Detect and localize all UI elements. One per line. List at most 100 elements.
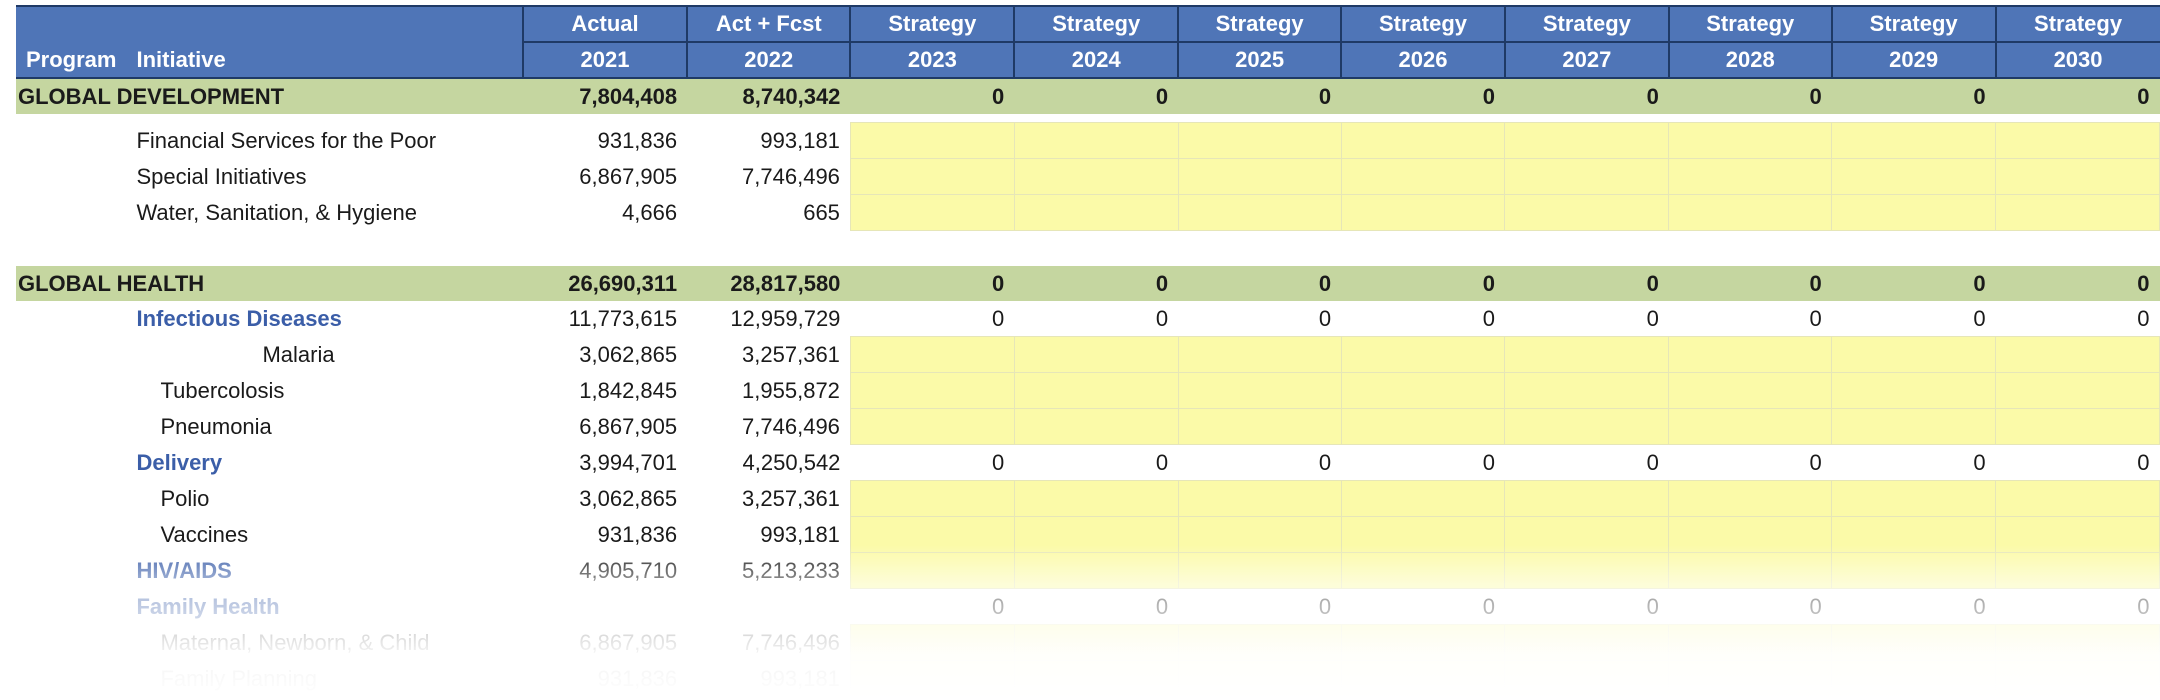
fcst-cell[interactable]: 3,257,361 — [742, 486, 840, 511]
strategy-cell[interactable]: 0 — [1831, 266, 1996, 301]
col-header-year[interactable]: 2028 — [1668, 41, 1833, 79]
input-cell[interactable] — [1668, 336, 1833, 373]
col-header-year[interactable]: 2021 — [522, 41, 689, 79]
input-cell[interactable] — [1995, 122, 2160, 159]
col-header-strategy-label[interactable]: Strategy — [1995, 5, 2160, 43]
col-header-year[interactable]: 2024 — [1014, 41, 1180, 79]
col-header-actfcst-label[interactable]: Act + Fcst — [687, 5, 852, 43]
col-header-year[interactable]: 2030 — [1995, 41, 2160, 79]
input-cell[interactable] — [849, 194, 1015, 231]
strategy-cell[interactable]: 0 — [1973, 450, 1986, 475]
fcst-cell[interactable]: 993,181 — [760, 666, 840, 691]
input-cell[interactable] — [1177, 158, 1342, 195]
input-cell[interactable] — [1668, 158, 1833, 195]
input-cell[interactable] — [1995, 516, 2160, 553]
col-header-strategy-label[interactable]: Strategy — [1504, 5, 1670, 43]
input-cell[interactable] — [1831, 480, 1997, 517]
col-header-strategy-label[interactable]: Strategy — [1014, 5, 1180, 43]
initiative-label[interactable]: Pneumonia — [160, 414, 272, 439]
input-cell[interactable] — [1668, 372, 1833, 409]
input-cell[interactable] — [1177, 372, 1342, 409]
input-cell[interactable] — [1177, 336, 1342, 373]
strategy-cell[interactable]: 0 — [1178, 266, 1342, 301]
input-cell[interactable] — [849, 660, 1015, 697]
input-cell[interactable] — [1995, 158, 2160, 195]
actual-cell[interactable]: 3,062,865 — [579, 342, 678, 367]
actual-cell[interactable]: 931,836 — [597, 666, 678, 691]
input-cell[interactable] — [1504, 660, 1670, 697]
strategy-cell[interactable]: 0 — [1482, 594, 1495, 619]
strategy-cell[interactable]: 0 — [1014, 266, 1179, 301]
strategy-cell[interactable]: 0 — [1973, 594, 1986, 619]
strategy-cell[interactable]: 0 — [1504, 78, 1669, 114]
strategy-cell[interactable]: 0 — [1341, 78, 1505, 114]
strategy-cell[interactable]: 0 — [1155, 306, 1169, 331]
input-cell[interactable] — [849, 552, 1015, 589]
input-cell[interactable] — [1995, 194, 2160, 231]
col-header-initiative[interactable]: Initiative — [126, 5, 524, 79]
input-cell[interactable] — [1504, 122, 1670, 159]
input-cell[interactable] — [1504, 552, 1670, 589]
initiative-label[interactable]: Malaria — [262, 342, 335, 367]
initiative-label[interactable]: Vaccines — [160, 522, 249, 547]
col-header-year[interactable]: 2023 — [850, 41, 1016, 79]
fcst-cell[interactable]: 3,257,361 — [742, 342, 840, 367]
input-cell[interactable] — [1995, 660, 2160, 697]
actual-cell[interactable]: 6,867,905 — [579, 630, 678, 655]
input-cell[interactable] — [849, 336, 1015, 373]
strategy-cell[interactable]: 0 — [1809, 594, 1822, 619]
fcst-cell[interactable]: 8,740,342 — [687, 78, 851, 114]
input-cell[interactable] — [1504, 336, 1670, 373]
strategy-cell[interactable]: 0 — [1178, 78, 1342, 114]
col-header-actual-label[interactable]: Actual — [522, 5, 689, 43]
strategy-cell[interactable]: 0 — [1155, 450, 1169, 475]
input-cell[interactable] — [1831, 660, 1997, 697]
input-cell[interactable] — [1013, 552, 1179, 589]
strategy-cell[interactable]: 0 — [1973, 306, 1986, 331]
fcst-cell[interactable]: 5,213,233 — [742, 558, 840, 583]
actual-cell[interactable]: 11,773,615 — [568, 306, 678, 332]
input-cell[interactable] — [1177, 552, 1342, 589]
program-label[interactable]: GLOBAL DEVELOPMENT — [16, 78, 523, 114]
col-header-strategy-label[interactable]: Strategy — [1178, 5, 1343, 43]
input-cell[interactable] — [1831, 552, 1997, 589]
input-cell[interactable] — [849, 372, 1015, 409]
input-cell[interactable] — [1504, 480, 1670, 517]
input-cell[interactable] — [1668, 480, 1833, 517]
input-cell[interactable] — [1504, 624, 1670, 661]
col-header-year[interactable]: 2026 — [1341, 41, 1506, 79]
strategy-cell[interactable]: 0 — [1668, 266, 1832, 301]
input-cell[interactable] — [1340, 158, 1506, 195]
actual-cell[interactable]: 4,905,710 — [579, 558, 678, 583]
program-label[interactable]: GLOBAL HEALTH — [16, 266, 523, 301]
initiative-label[interactable]: Financial Services for the Poor — [136, 128, 437, 153]
input-cell[interactable] — [1340, 336, 1506, 373]
actual-cell[interactable] — [523, 589, 687, 625]
fcst-cell[interactable]: 7,746,496 — [742, 164, 840, 189]
strategy-cell[interactable]: 0 — [2137, 306, 2150, 331]
actual-cell[interactable]: 3,994,701 — [579, 450, 678, 475]
input-cell[interactable] — [1831, 194, 1997, 231]
strategy-cell[interactable]: 0 — [1995, 78, 2160, 114]
subgroup-label[interactable]: Delivery — [136, 450, 223, 475]
strategy-cell[interactable]: 0 — [1809, 450, 1822, 475]
input-cell[interactable] — [1177, 122, 1342, 159]
fcst-cell[interactable]: 7,746,496 — [742, 414, 840, 439]
actual-cell[interactable]: 1,842,845 — [579, 378, 678, 403]
input-cell[interactable] — [1013, 516, 1179, 553]
input-cell[interactable] — [1504, 194, 1670, 231]
input-cell[interactable] — [1340, 660, 1506, 697]
fcst-cell[interactable]: 4,250,542 — [742, 450, 841, 475]
strategy-cell[interactable]: 0 — [1809, 306, 1822, 331]
strategy-cell[interactable]: 0 — [1831, 78, 1996, 114]
actual-cell[interactable]: 6,867,905 — [579, 164, 678, 189]
input-cell[interactable] — [1668, 624, 1833, 661]
input-cell[interactable] — [1013, 480, 1179, 517]
input-cell[interactable] — [1668, 122, 1833, 159]
strategy-cell[interactable]: 0 — [992, 594, 1005, 619]
actual-cell[interactable]: 4,666 — [622, 200, 678, 225]
input-cell[interactable] — [849, 408, 1015, 445]
fcst-cell[interactable]: 7,746,496 — [742, 630, 840, 655]
strategy-cell[interactable]: 0 — [1155, 594, 1169, 619]
input-cell[interactable] — [1831, 408, 1997, 445]
